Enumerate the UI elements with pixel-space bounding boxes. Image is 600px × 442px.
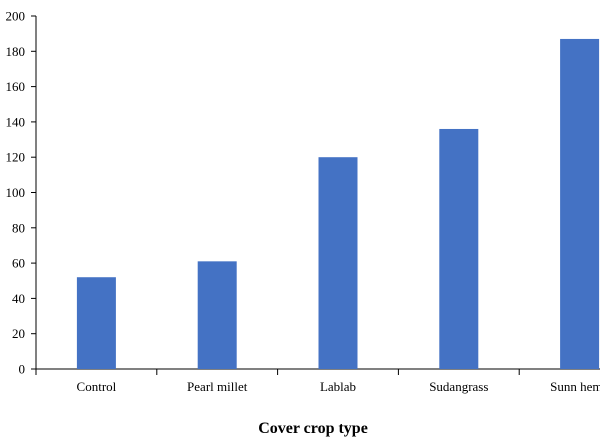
x-category-label: Sudangrass — [429, 379, 488, 394]
x-category-label: Lablab — [320, 379, 356, 394]
y-tick-label: 120 — [6, 150, 26, 165]
bar — [76, 277, 116, 369]
y-tick-label: 0 — [19, 362, 26, 377]
bar — [197, 261, 237, 369]
y-tick-label: 160 — [6, 79, 26, 94]
x-category-label: Control — [77, 379, 117, 394]
y-tick-label: 200 — [6, 9, 26, 24]
y-tick-label: 140 — [6, 114, 26, 129]
x-category-label: Sunn hemp — [550, 379, 600, 394]
bar — [318, 157, 358, 369]
x-category-label: Pearl millet — [187, 379, 248, 394]
y-tick-label: 80 — [12, 220, 25, 235]
y-tick-label: 60 — [12, 256, 25, 271]
y-tick-label: 20 — [12, 326, 25, 341]
y-tick-label: 40 — [12, 291, 25, 306]
y-tick-label: 180 — [6, 44, 26, 59]
x-axis: Control Pearl millet Lablab Sudangrass Sunn … — [35, 368, 600, 394]
y-axis: 0 20 40 60 80 100 120 140 160 180 200 — [6, 9, 37, 377]
bars — [76, 38, 600, 369]
bar — [439, 128, 479, 369]
y-tick-label: 100 — [6, 185, 26, 200]
x-axis-title: Cover crop type — [258, 420, 368, 437]
bar — [560, 38, 600, 369]
